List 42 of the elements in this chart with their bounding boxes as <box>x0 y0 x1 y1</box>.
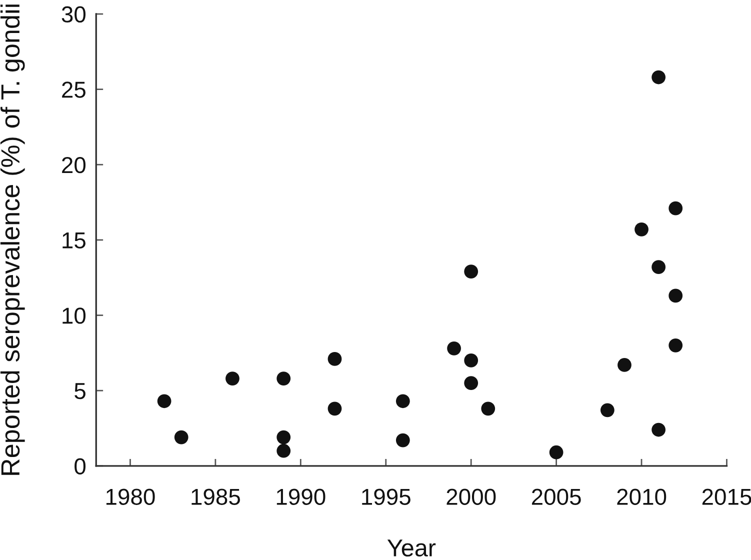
point <box>276 372 291 386</box>
y-tick-label: 0 <box>74 458 86 474</box>
point <box>652 422 666 437</box>
point <box>157 394 172 408</box>
point <box>174 430 188 444</box>
y-tick-label: 25 <box>62 82 86 98</box>
y-axis-title: Reported seroprevalence (%) of T. gondii <box>0 4 25 475</box>
point <box>618 358 632 372</box>
point <box>652 260 666 274</box>
y-tick-label: 15 <box>62 232 86 248</box>
point <box>464 264 478 279</box>
x-tick-label: 2015 <box>702 488 751 505</box>
point <box>668 201 683 216</box>
x-tick-label: 2010 <box>617 488 666 505</box>
x-tick-label: 1990 <box>276 488 326 505</box>
y-tick-label: 5 <box>74 383 86 400</box>
point <box>634 222 648 236</box>
point <box>276 430 291 444</box>
x-tick-label: 1995 <box>362 488 410 505</box>
point <box>652 70 666 84</box>
x-tick-label: 1985 <box>192 488 240 505</box>
point <box>464 354 478 368</box>
point <box>481 402 496 416</box>
point <box>668 288 683 303</box>
point <box>396 394 410 408</box>
point <box>549 445 564 460</box>
point <box>328 402 342 416</box>
x-tick-label: 1980 <box>106 488 155 505</box>
x-tick-label: 2000 <box>446 488 496 505</box>
point <box>600 403 614 418</box>
point <box>447 341 461 356</box>
point <box>464 376 478 390</box>
x-axis-title: Year <box>387 540 436 557</box>
x-tick-label: 2005 <box>532 488 581 505</box>
point <box>226 372 240 386</box>
point <box>396 433 410 448</box>
y-tick-label: 10 <box>62 308 86 324</box>
y-tick-label: 30 <box>62 6 86 23</box>
point <box>276 444 291 458</box>
point <box>668 338 683 352</box>
y-tick-label: 20 <box>62 156 86 174</box>
point <box>328 352 342 366</box>
